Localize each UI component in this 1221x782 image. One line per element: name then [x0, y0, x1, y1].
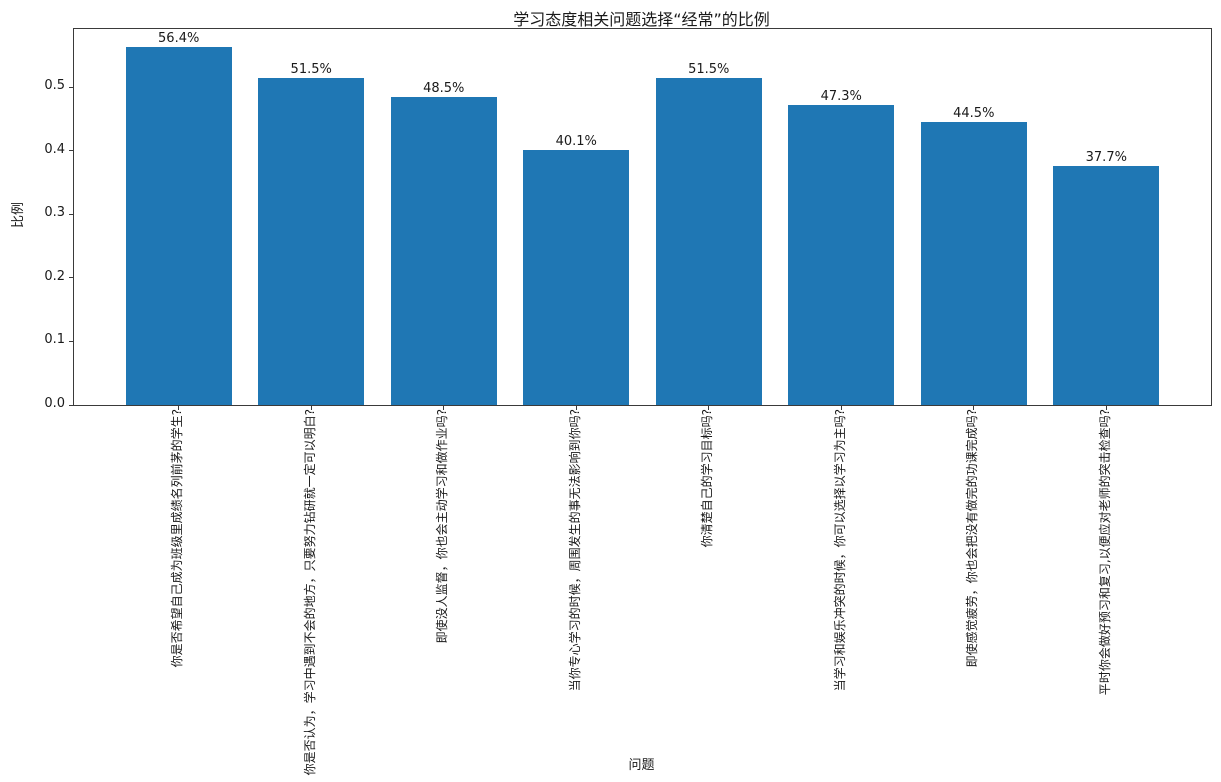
x-tick — [973, 406, 975, 410]
x-tick — [708, 406, 710, 410]
x-axis-label: 问题 — [628, 758, 655, 773]
x-category-label: 当你专心学习的时候，周围发生的事无法影响到你吗? — [567, 409, 582, 692]
y-tick-label: 0.2 — [44, 268, 65, 284]
y-tick — [69, 340, 73, 342]
bar — [1053, 165, 1160, 405]
bar-value-label: 51.5% — [688, 61, 730, 77]
x-tick — [178, 406, 180, 410]
bar — [390, 96, 497, 405]
y-tick-label: 0.0 — [44, 396, 65, 411]
x-tick — [575, 406, 577, 410]
y-tick — [69, 277, 73, 279]
bar — [788, 104, 895, 405]
y-tick-label: 0.1 — [44, 332, 65, 348]
x-category-label: 你清楚自己的学习目标吗? — [700, 409, 715, 548]
bar-value-label: 56.4% — [158, 30, 200, 46]
bar-value-label: 37.7% — [1085, 149, 1127, 165]
bar — [920, 122, 1027, 405]
bar-value-label: 48.5% — [423, 80, 465, 96]
x-category-label: 当学习和娱乐冲突的时候，你可以选择以学习为主吗? — [832, 409, 847, 692]
x-tick — [310, 406, 312, 410]
chart-title: 学习态度相关问题选择“经常”的比例 — [513, 10, 770, 29]
bar-value-label: 40.1% — [555, 134, 597, 150]
x-category-label: 即使感觉疲劳，你也会把没有做完的功课完成吗? — [965, 409, 980, 668]
y-tick — [69, 213, 73, 215]
x-category-label: 你是否希望自己成为班级里成绩名列前茅的学生? — [170, 409, 185, 668]
bar — [523, 150, 630, 405]
x-tick — [840, 406, 842, 410]
x-tick — [1105, 406, 1107, 410]
x-category-label: 即使没人监督，你也会主动学习和做作业吗? — [435, 409, 450, 644]
bar — [125, 46, 232, 405]
x-tick — [443, 406, 445, 410]
y-tick — [69, 86, 73, 88]
bar-value-label: 51.5% — [290, 61, 332, 77]
bar — [655, 77, 762, 405]
y-tick — [69, 150, 73, 152]
y-tick-label: 0.3 — [44, 205, 65, 221]
y-tick-label: 0.5 — [44, 78, 65, 94]
bar-value-label: 47.3% — [820, 88, 862, 104]
bar-value-label: 44.5% — [953, 106, 995, 122]
x-category-label: 平时你会做好预习和复习,以便应对老师的突击检查吗? — [1097, 409, 1112, 696]
plot-area: 56.4% 51.5% 48.5% 40.1% 51.5% 47.3% 44.5% 37.7% — [69, 28, 1212, 410]
bar — [258, 77, 365, 405]
y-tick — [69, 404, 73, 406]
y-tick-label: 0.4 — [44, 141, 65, 157]
x-category-label: 你是否认为，学习中遇到不会的地方，只要努力钻研就一定可以明白? — [302, 409, 317, 776]
